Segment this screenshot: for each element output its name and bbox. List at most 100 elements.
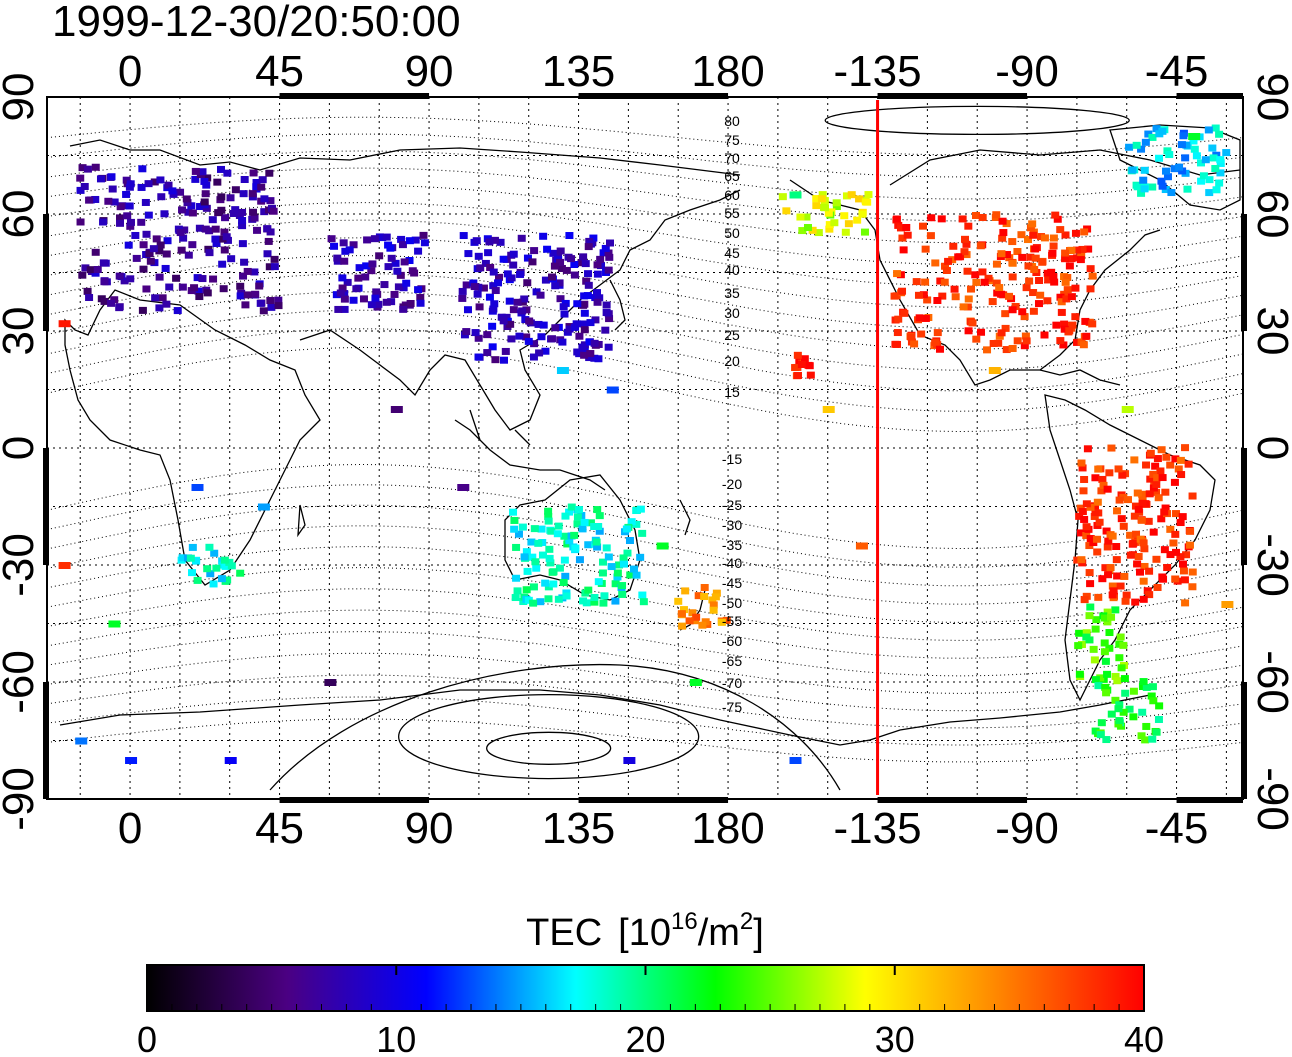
tec-point <box>469 279 478 287</box>
tec-point <box>168 187 177 195</box>
tec-point <box>91 269 100 277</box>
tec-point <box>535 349 544 357</box>
tec-point <box>483 331 492 339</box>
tec-point <box>1170 478 1179 486</box>
tec-point <box>698 621 707 629</box>
tec-point <box>1153 583 1162 591</box>
tec-point <box>1178 560 1187 568</box>
tec-point <box>1077 459 1086 467</box>
tec-point <box>489 282 498 290</box>
tec-point <box>141 198 150 206</box>
tec-point <box>855 542 868 550</box>
tec-point <box>591 316 600 324</box>
tec-point <box>948 256 957 264</box>
tec-point <box>220 556 229 564</box>
tec-point <box>333 254 342 262</box>
tec-point <box>458 287 467 295</box>
tec-point <box>1155 702 1164 710</box>
tec-point <box>420 239 429 247</box>
tec-point <box>76 186 85 194</box>
tec-point <box>579 253 588 261</box>
tec-point <box>382 298 391 306</box>
tec-point <box>205 249 214 257</box>
tec-point <box>584 243 593 251</box>
tec-point <box>547 527 556 535</box>
colorbar-tick-label: 30 <box>875 1019 915 1057</box>
tec-point <box>499 255 508 263</box>
tec-point <box>636 505 645 513</box>
tec-point <box>138 306 147 314</box>
tec-point <box>1130 512 1139 520</box>
tec-point <box>1090 512 1099 520</box>
tec-point <box>825 221 834 229</box>
tec-point <box>1056 226 1065 234</box>
tec-point <box>1091 474 1100 482</box>
frame-tick-bar <box>1176 93 1243 99</box>
tec-point <box>264 237 273 245</box>
tec-point <box>700 593 709 601</box>
tec-point <box>115 272 124 280</box>
tec-point <box>1128 166 1137 174</box>
tec-point <box>58 320 71 328</box>
contour-label: 30 <box>724 305 740 321</box>
tec-point <box>1178 513 1187 521</box>
tec-point <box>581 260 590 268</box>
tec-point <box>274 296 283 304</box>
tec-point <box>560 556 569 564</box>
tec-point <box>592 289 601 297</box>
tec-point <box>515 332 524 340</box>
tec-point <box>605 239 614 247</box>
tec-point <box>155 273 164 281</box>
latitude-tick-label: -60 <box>1248 650 1292 714</box>
frame-tick-bar <box>279 93 430 99</box>
contour-label: -70 <box>722 675 742 691</box>
tec-point <box>178 206 187 214</box>
tec-point <box>1077 252 1086 260</box>
tec-point <box>1101 564 1110 572</box>
tec-point <box>1185 541 1194 549</box>
tec-point <box>139 241 148 249</box>
tec-point <box>1121 689 1130 697</box>
tec-point <box>575 556 584 564</box>
tec-point <box>1082 633 1091 641</box>
tec-point <box>915 314 924 322</box>
tec-point <box>1061 231 1070 239</box>
tec-point <box>380 281 389 289</box>
tec-point <box>1088 272 1097 280</box>
tec-point <box>1051 211 1060 219</box>
tec-point <box>574 506 583 514</box>
tec-point <box>1166 461 1175 469</box>
tec-point <box>78 271 87 279</box>
tec-point <box>1099 481 1108 489</box>
tec-point <box>1197 177 1206 185</box>
tec-point <box>599 558 608 566</box>
tec-point <box>1088 320 1097 328</box>
tec-point <box>458 294 467 302</box>
tec-point <box>593 270 602 278</box>
longitude-tick-label: -90 <box>995 804 1059 853</box>
tec-point <box>580 320 589 328</box>
tec-point <box>822 406 835 413</box>
tec-point <box>1073 338 1082 346</box>
tec-point <box>155 304 164 312</box>
tec-point <box>1013 337 1022 345</box>
tec-point <box>474 252 483 260</box>
tec-point <box>399 305 408 313</box>
tec-point <box>584 270 593 278</box>
longitude-tick-label: -45 <box>1145 804 1209 853</box>
magnetic-contour <box>47 328 1243 412</box>
tec-point <box>406 299 415 307</box>
tec-point <box>265 263 274 271</box>
tec-point <box>1122 591 1131 599</box>
tec-point <box>570 531 579 539</box>
tec-point <box>1142 722 1151 730</box>
tec-point <box>462 328 471 336</box>
colorbar-tick-label: 10 <box>376 1019 416 1057</box>
tec-point <box>522 548 531 556</box>
tec-point <box>115 304 124 312</box>
tec-point <box>231 206 240 214</box>
tec-point <box>156 176 165 184</box>
tec-point <box>210 549 219 557</box>
tec-point <box>927 214 936 222</box>
tec-point <box>1177 141 1186 149</box>
